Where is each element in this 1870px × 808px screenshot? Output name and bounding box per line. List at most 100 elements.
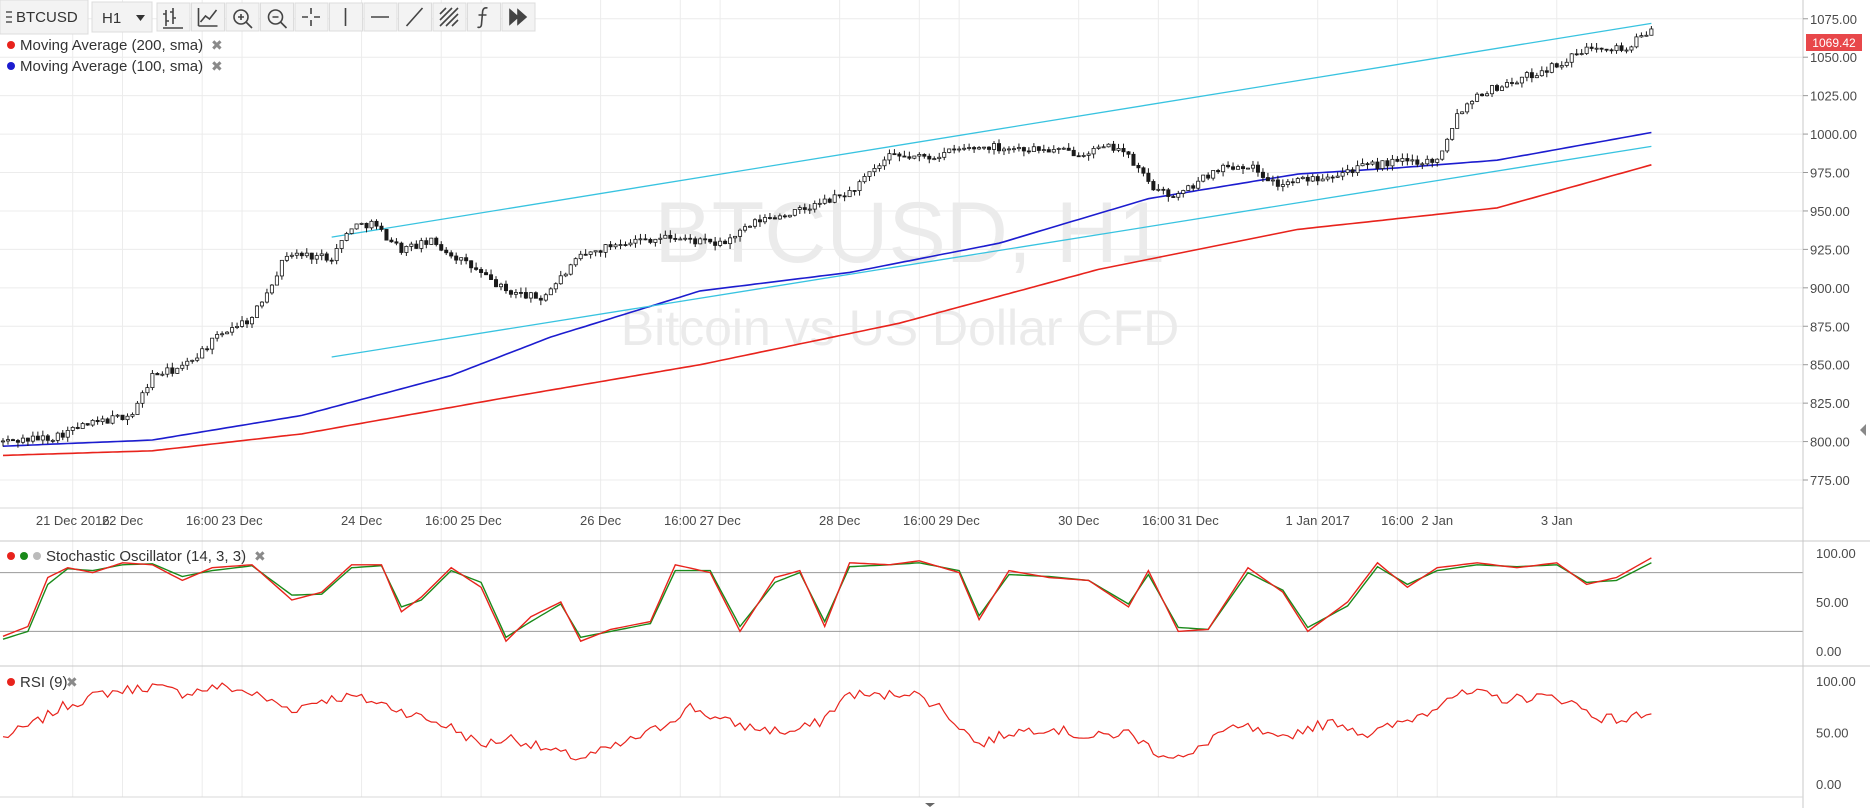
time-tick-label: 22 Dec — [102, 513, 144, 528]
candle — [160, 371, 165, 377]
candle — [1141, 166, 1146, 177]
candle — [1519, 76, 1524, 88]
ma200-remove-icon[interactable]: ✖ — [211, 38, 223, 54]
forward-button[interactable] — [501, 2, 536, 32]
candle — [942, 147, 947, 161]
candle — [1051, 145, 1056, 154]
candle — [827, 197, 832, 204]
candle — [479, 267, 484, 278]
candle — [733, 235, 738, 243]
fib-button[interactable] — [432, 2, 467, 32]
vertical-line-button[interactable] — [329, 2, 363, 32]
candle — [623, 241, 628, 247]
candle — [792, 209, 797, 217]
candle — [474, 262, 479, 271]
candle — [1430, 157, 1435, 168]
candle — [1166, 187, 1171, 202]
candle — [384, 229, 389, 241]
candle — [613, 242, 618, 250]
candle — [1320, 174, 1325, 182]
candle — [748, 225, 753, 228]
candle — [767, 212, 772, 220]
candle — [484, 269, 489, 276]
zoom-out-button[interactable] — [260, 2, 294, 32]
candle — [379, 222, 384, 232]
candle — [1071, 146, 1076, 157]
candle — [1440, 150, 1445, 161]
candle — [120, 414, 125, 421]
candle — [1345, 164, 1350, 176]
crosshair-button[interactable] — [294, 2, 329, 32]
function-button[interactable] — [467, 2, 501, 32]
candle — [967, 143, 972, 151]
candle — [558, 270, 563, 285]
ma100-remove-icon[interactable]: ✖ — [211, 59, 223, 75]
candle — [225, 330, 230, 335]
indicators-button[interactable] — [191, 2, 225, 32]
candle — [1450, 127, 1455, 141]
candle — [429, 237, 434, 245]
candle — [1041, 144, 1046, 153]
watermark-description: Bitcoin vs US Dollar CFD — [621, 300, 1179, 356]
candle — [738, 228, 743, 242]
candle — [982, 146, 987, 151]
candle — [513, 289, 518, 299]
candle — [245, 317, 250, 328]
bar-style-button[interactable] — [156, 2, 191, 32]
candle — [80, 421, 85, 429]
candle — [1559, 61, 1564, 70]
candle — [389, 237, 394, 243]
candle — [1086, 151, 1091, 161]
interval-label: H1 — [102, 10, 121, 27]
candle — [872, 164, 877, 177]
candle — [762, 214, 767, 225]
candle — [797, 205, 802, 214]
ma200-legend-dot — [7, 41, 15, 49]
candle — [215, 331, 220, 342]
candle — [1101, 144, 1106, 149]
candle — [304, 248, 309, 258]
candle — [1231, 162, 1236, 171]
candle — [528, 291, 533, 303]
fib-icon — [439, 7, 459, 27]
rsi-remove-icon[interactable]: ✖ — [66, 675, 78, 691]
candle — [210, 337, 215, 355]
pane-resize-icon[interactable] — [925, 803, 935, 807]
candle — [1335, 172, 1340, 178]
price-tick-label: 800.00 — [1810, 435, 1850, 450]
candle — [419, 237, 424, 253]
symbol-button[interactable]: BTCUSD — [6, 9, 78, 26]
rsi-line — [2, 682, 1652, 761]
candle — [1021, 146, 1026, 157]
horizontal-line-button[interactable] — [363, 2, 398, 32]
candle — [359, 222, 364, 225]
candle — [743, 223, 748, 233]
interval-dropdown[interactable]: H1 — [91, 1, 153, 33]
candle — [1435, 158, 1440, 167]
candle — [45, 434, 50, 444]
candle — [618, 239, 623, 250]
candle — [533, 291, 538, 299]
stochastic-remove-icon[interactable]: ✖ — [254, 549, 266, 565]
candle — [703, 233, 708, 244]
candle — [339, 240, 344, 253]
collapse-arrow-icon[interactable] — [1860, 424, 1866, 436]
zoom-out-icon — [267, 9, 288, 29]
candle — [1006, 146, 1011, 154]
candle — [1340, 167, 1345, 181]
candle — [972, 145, 977, 153]
candle — [100, 415, 105, 425]
trend-line-button[interactable] — [398, 2, 432, 32]
candle — [1285, 179, 1290, 188]
candle — [175, 367, 180, 374]
candle — [698, 237, 703, 245]
candle — [135, 401, 140, 415]
stoch-tick-label: 100.00 — [1816, 546, 1856, 561]
bar-style-icon — [163, 8, 183, 29]
candle — [1499, 85, 1504, 91]
stoch-d-dot — [20, 552, 28, 560]
zoom-in-button[interactable] — [225, 2, 260, 32]
candle — [643, 234, 648, 241]
candle — [1191, 183, 1196, 192]
